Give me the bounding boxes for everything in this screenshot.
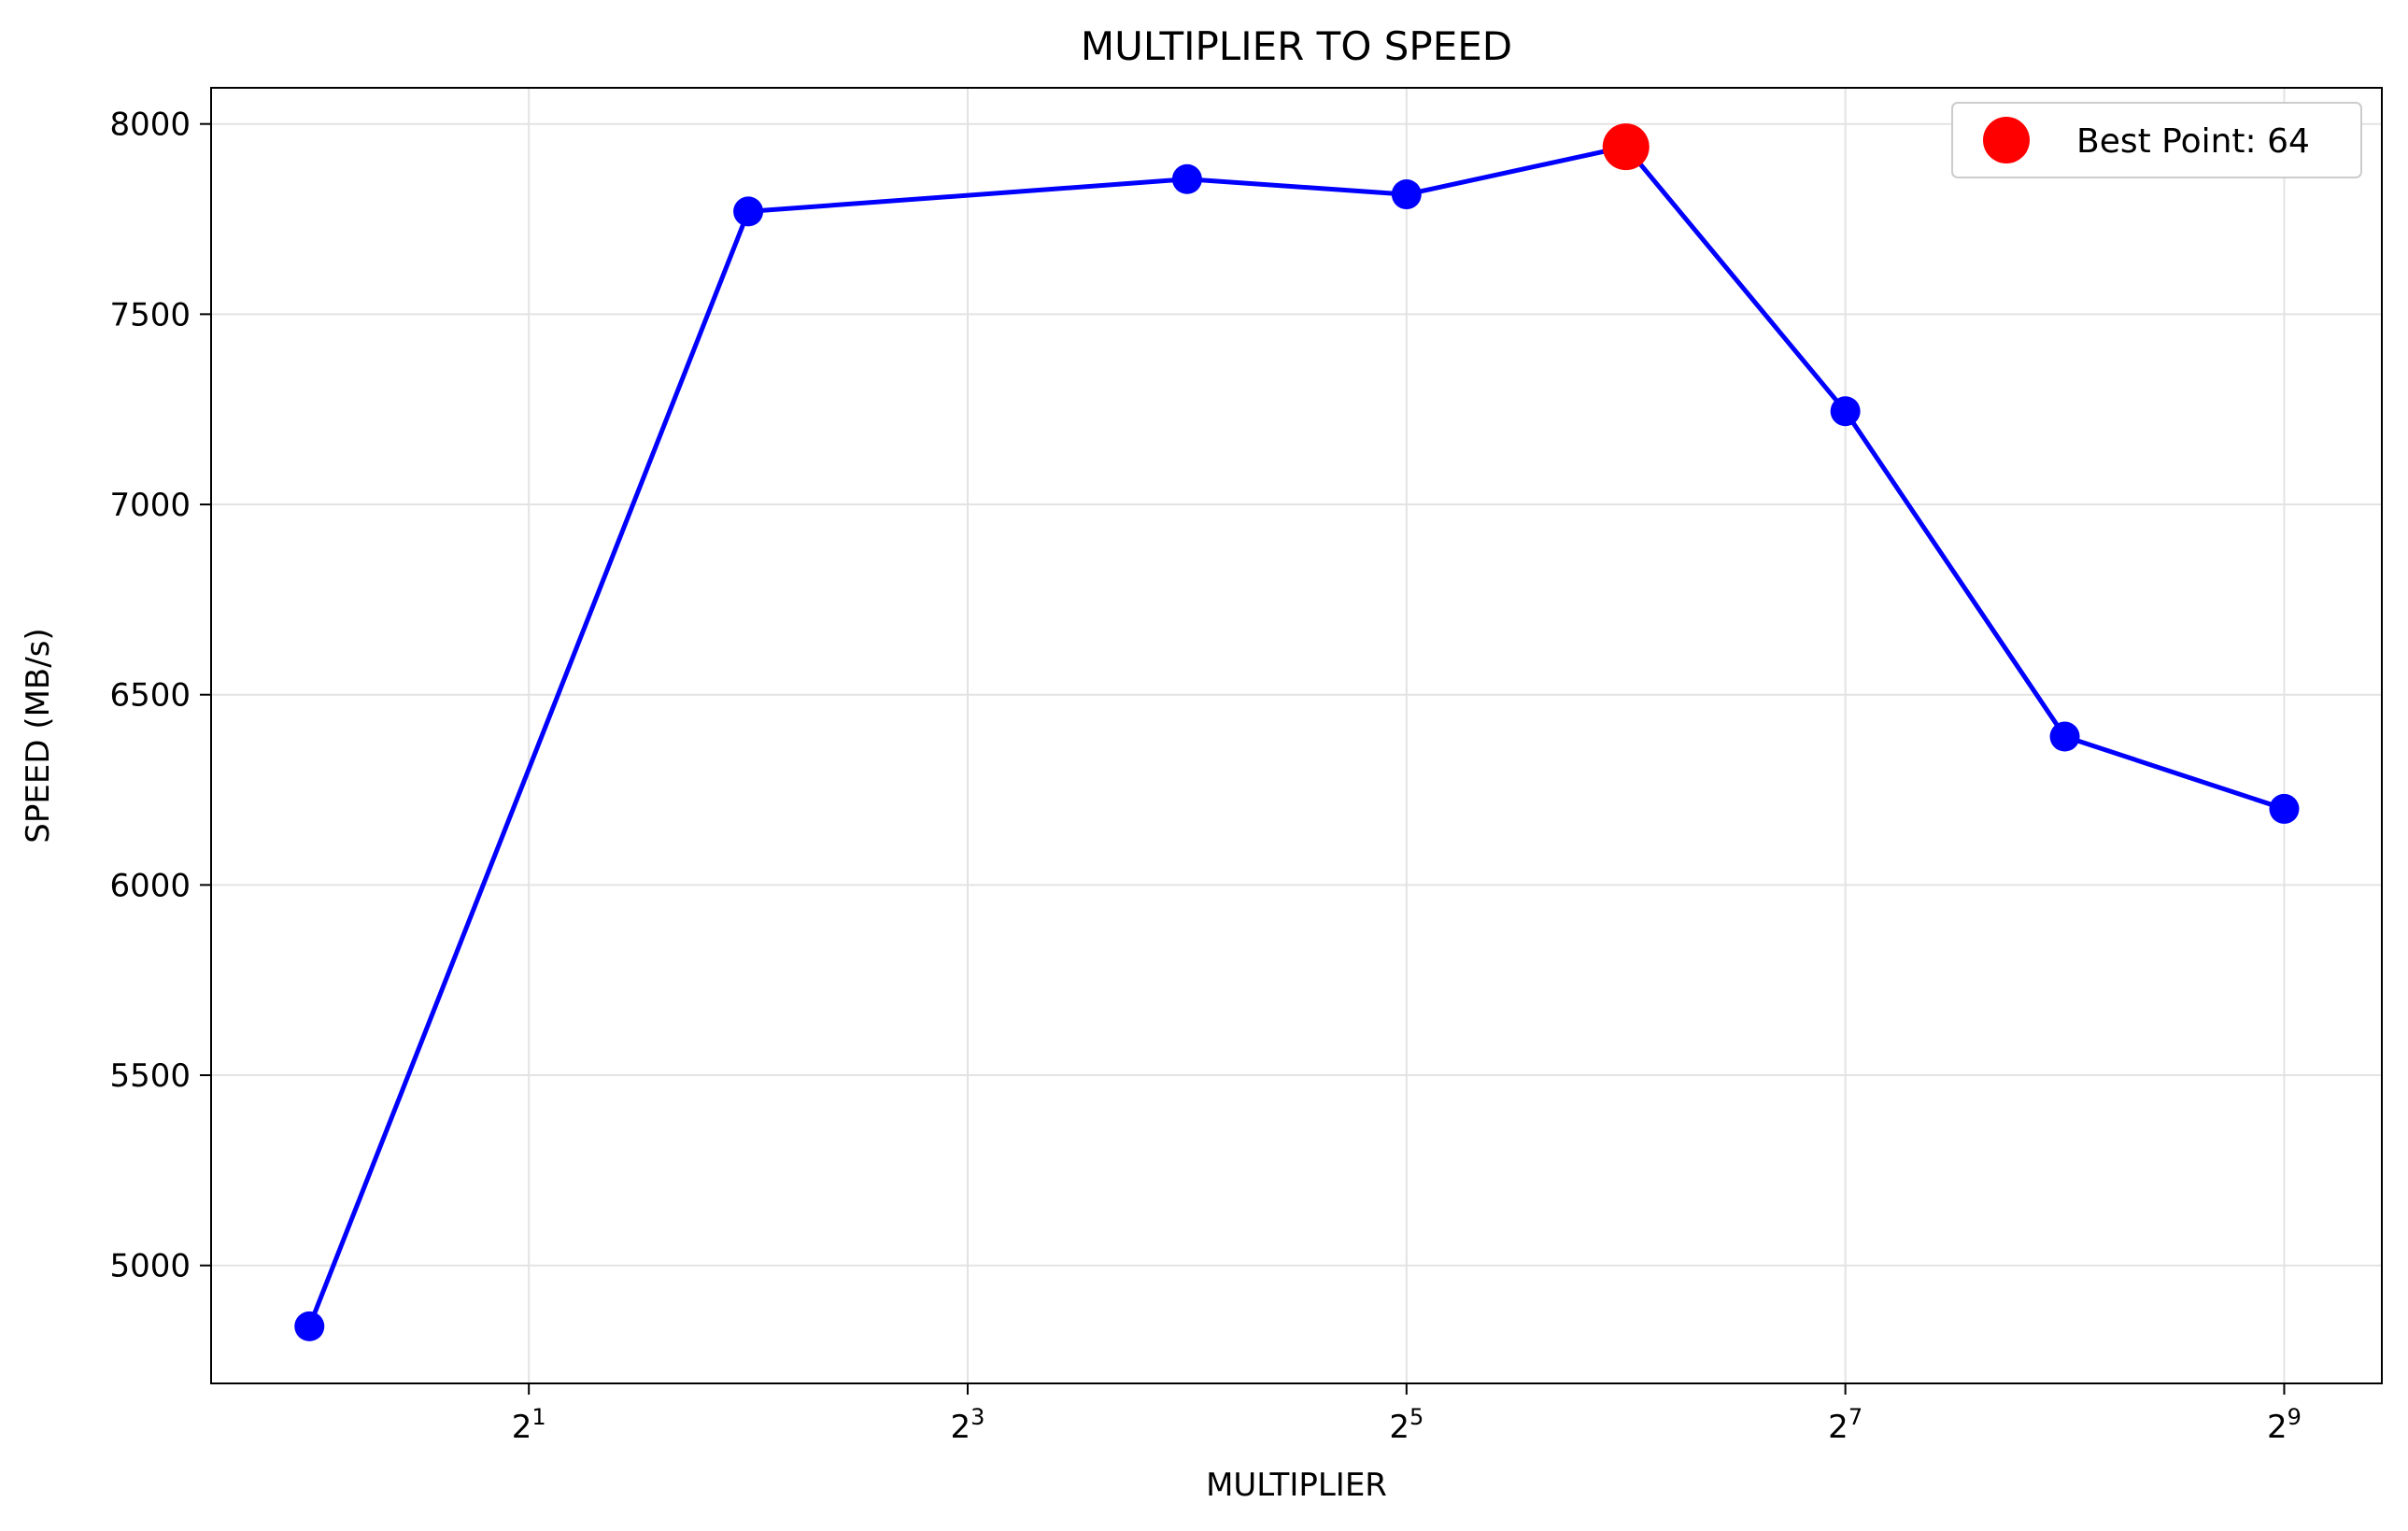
y-tick-label: 5500 bbox=[109, 1057, 191, 1095]
plot-frame bbox=[210, 87, 2383, 1384]
series-line-path bbox=[306, 144, 2286, 1327]
y-axis-title: SPEED (MB/s) bbox=[20, 628, 57, 843]
x-tick-label: 25 bbox=[1389, 1404, 1424, 1446]
data-point bbox=[2269, 793, 2300, 824]
legend-marker-best-point bbox=[1983, 117, 2030, 163]
y-tick-label: 6000 bbox=[109, 867, 191, 904]
y-tick-label: 7500 bbox=[109, 296, 191, 333]
legend: Best Point: 64 bbox=[1951, 102, 2362, 178]
data-point bbox=[733, 196, 764, 227]
data-point bbox=[2049, 721, 2080, 752]
x-tick-label: 27 bbox=[1828, 1404, 1863, 1446]
y-tick-label: 5000 bbox=[109, 1248, 191, 1285]
x-tick-label: 23 bbox=[951, 1404, 985, 1446]
legend-box bbox=[1951, 102, 2362, 178]
x-axis-title: MULTIPLIER bbox=[1206, 1467, 1387, 1504]
data-point bbox=[294, 1311, 325, 1341]
data-point bbox=[1171, 163, 1202, 194]
y-tick-label: 7000 bbox=[109, 487, 191, 524]
x-tick-label: 21 bbox=[512, 1404, 546, 1446]
data-point bbox=[1830, 396, 1861, 427]
x-tick-label: 29 bbox=[2267, 1404, 2302, 1446]
grid bbox=[211, 88, 2382, 1383]
legend-label: Best Point: 64 bbox=[2076, 122, 2310, 161]
series-line bbox=[306, 144, 2286, 1327]
y-tick-label: 6500 bbox=[109, 677, 191, 715]
best-point-marker bbox=[1602, 123, 1650, 171]
chart-title: MULTIPLIER TO SPEED bbox=[1081, 23, 1512, 69]
data-point bbox=[1391, 179, 1422, 210]
y-tick-label: 8000 bbox=[109, 106, 191, 144]
axis-ticks: 5000 5500 6000 6500 7000 7500 8000 21 23 25 27 29 bbox=[109, 106, 2301, 1446]
data-points bbox=[294, 123, 2300, 1341]
